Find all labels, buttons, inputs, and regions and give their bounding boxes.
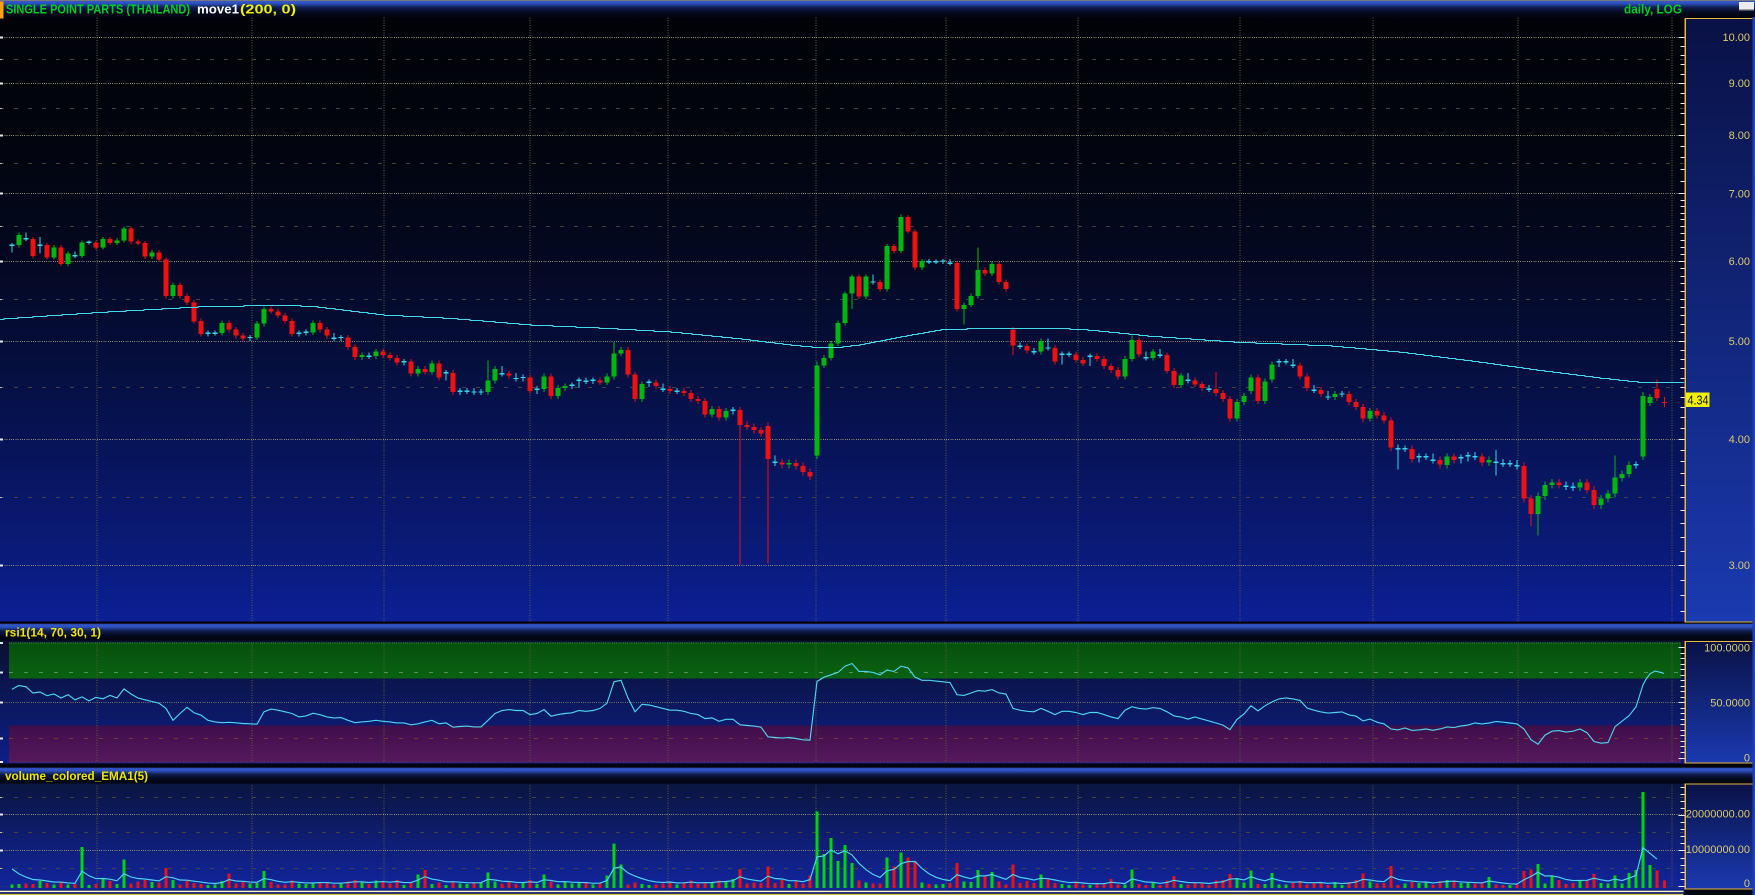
- svg-text:3.00: 3.00: [1729, 560, 1750, 572]
- svg-text:0: 0: [1744, 878, 1750, 890]
- svg-text:0: 0: [1744, 753, 1750, 765]
- svg-text:10000000.00: 10000000.00: [1686, 844, 1750, 856]
- svg-text:SINGLE POINT PARTS (THAILAND): SINGLE POINT PARTS (THAILAND): [6, 2, 190, 17]
- svg-text:move1: move1: [197, 2, 239, 17]
- svg-text:6.00: 6.00: [1729, 256, 1750, 268]
- svg-text:20000000.00: 20000000.00: [1686, 809, 1750, 821]
- svg-text:100.0000: 100.0000: [1704, 642, 1750, 654]
- svg-text:10.00: 10.00: [1722, 32, 1750, 44]
- svg-text:volume_colored_EMA1(5): volume_colored_EMA1(5): [5, 769, 148, 783]
- svg-text:rsi1(14, 70, 30, 1): rsi1(14, 70, 30, 1): [5, 626, 101, 640]
- svg-text:8.00: 8.00: [1729, 130, 1750, 142]
- svg-text:4.34: 4.34: [1688, 394, 1709, 408]
- svg-text:daily, LOG: daily, LOG: [1624, 3, 1682, 17]
- svg-text:9.00: 9.00: [1729, 78, 1750, 90]
- svg-text:50.0000: 50.0000: [1710, 697, 1750, 709]
- svg-text:4.00: 4.00: [1729, 434, 1750, 446]
- svg-text:(200, 0): (200, 0): [240, 2, 296, 17]
- svg-text:5.00: 5.00: [1729, 336, 1750, 348]
- svg-text:7.00: 7.00: [1729, 188, 1750, 200]
